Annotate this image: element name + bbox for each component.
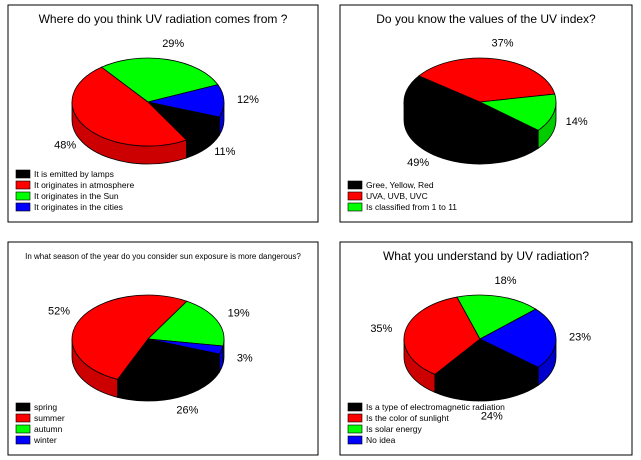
value-label: 49% bbox=[407, 157, 429, 169]
pie-panel: Where do you think UV radiation comes fr… bbox=[7, 4, 319, 223]
legend-swatch bbox=[15, 169, 31, 179]
value-label: 29% bbox=[162, 38, 184, 50]
legend-label: It is emitted by lamps bbox=[34, 169, 114, 179]
value-label: 52% bbox=[48, 305, 70, 317]
legend-swatch bbox=[15, 202, 31, 212]
legend-label: Is a type of electromagnetic radiation bbox=[366, 402, 505, 412]
legend-label: summer bbox=[34, 413, 65, 423]
chart-title: In what season of the year do you consid… bbox=[25, 252, 301, 261]
chart-title: Do you know the values of the UV index? bbox=[376, 12, 596, 26]
pie-slice bbox=[71, 294, 188, 380]
chart-title: What you understand by UV radiation? bbox=[383, 249, 589, 263]
value-label: 12% bbox=[237, 94, 259, 106]
legend-swatch bbox=[15, 191, 31, 201]
pie-slice bbox=[147, 338, 224, 355]
pie-slice bbox=[147, 300, 225, 347]
value-label: 14% bbox=[566, 116, 588, 128]
legend-swatch bbox=[347, 202, 363, 212]
value-label: 24% bbox=[481, 410, 503, 422]
pie-slice bbox=[478, 93, 557, 131]
legend-swatch bbox=[15, 435, 31, 445]
legend-label: It originates in atmosphere bbox=[34, 180, 134, 190]
legend-swatch bbox=[347, 180, 363, 190]
pie-slice bbox=[116, 338, 221, 384]
legend-swatch bbox=[347, 424, 363, 434]
legend-swatch bbox=[15, 402, 31, 412]
pie-slice bbox=[147, 84, 225, 118]
pie-slice bbox=[403, 75, 540, 147]
pie-slice bbox=[403, 296, 481, 375]
legend-label: It originates in the Sun bbox=[34, 191, 119, 201]
legend-label: Gree, Yellow, Red bbox=[366, 180, 434, 190]
pie-panel: What you understand by UV radiation? 24% 3… bbox=[339, 241, 633, 456]
pie-slice bbox=[71, 66, 188, 147]
value-label: 23% bbox=[569, 331, 591, 343]
pie-panel: Do you know the values of the UV index? 4… bbox=[339, 4, 633, 223]
value-label: 26% bbox=[176, 405, 198, 417]
legend-swatch bbox=[347, 413, 363, 423]
legend-label: Is the color of sunlight bbox=[366, 413, 449, 423]
legend-label: UVA, UVB, UVC bbox=[366, 191, 428, 201]
legend-swatch bbox=[15, 180, 31, 190]
value-label: 19% bbox=[228, 308, 250, 320]
legend-label: spring bbox=[34, 402, 57, 412]
legend-label: No idea bbox=[366, 435, 396, 445]
legend-swatch bbox=[347, 435, 363, 445]
pie-slice bbox=[434, 338, 540, 384]
value-label: 11% bbox=[214, 146, 235, 158]
value-label: 3% bbox=[237, 353, 253, 365]
legend-label: It originates in the cities bbox=[34, 202, 123, 212]
pie-panel: In what season of the year do you consid… bbox=[7, 241, 319, 456]
legend-swatch bbox=[347, 402, 363, 412]
chart-title: Where do you think UV radiation comes fr… bbox=[39, 12, 288, 26]
legend-label: Is classified from 1 to 11 bbox=[366, 202, 457, 212]
legend-swatch bbox=[15, 413, 31, 423]
value-label: 18% bbox=[495, 275, 517, 287]
pie-slice bbox=[456, 294, 537, 340]
pie-slice bbox=[418, 57, 556, 103]
value-label: 48% bbox=[54, 140, 76, 152]
value-label: 35% bbox=[370, 323, 392, 335]
legend-swatch bbox=[15, 424, 31, 434]
value-label: 37% bbox=[491, 37, 513, 49]
pie-slice bbox=[100, 57, 219, 103]
legend-label: winter bbox=[33, 435, 57, 445]
legend-label: Is solar energy bbox=[366, 424, 422, 434]
pie-slice bbox=[479, 308, 557, 368]
legend-label: autumn bbox=[34, 424, 63, 434]
legend-swatch bbox=[347, 191, 363, 201]
